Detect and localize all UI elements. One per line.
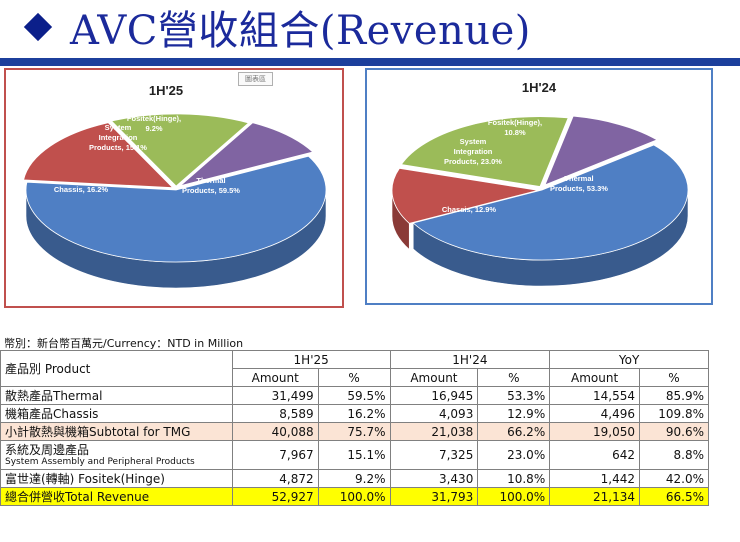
cell-percent: 90.6% [639,422,709,441]
revenue-table: 產品別 Product 1H'25 1H'24 YoY Amount % Amo… [0,350,709,506]
cell-amount: 1,442 [549,469,641,488]
cell-percent: 85.9% [639,386,709,405]
group-header-1h25: 1H'25 [231,350,391,369]
sub-header-percent: % [639,368,709,387]
cell-amount: 40,088 [231,422,319,441]
cell-percent: 23.0% [477,440,551,470]
cell-amount: 31,499 [231,386,319,405]
cell-percent: 100.0% [477,487,551,506]
cell-percent: 66.5% [639,487,709,506]
sub-header-percent: % [477,368,551,387]
pie-slice-system [110,113,250,187]
cell-percent: 12.9% [477,404,551,423]
cell-amount: 4,872 [231,469,319,488]
pie-slice-chassis [391,167,539,224]
chart-panel-1h25: 1H'25 Thermal Products, 59.5% Chassis, 16.2… [4,68,344,308]
row-label: 系統及周邊產品 [5,442,90,457]
cell-amount: 7,325 [389,440,479,470]
row-label: 散熱產品Thermal [0,386,233,405]
pie-slice-chassis [23,122,174,189]
table-row-thermal: 散熱產品Thermal 31,499 59.5% 16,945 53.3% 14… [0,386,709,405]
pie-label-system: System Integration Products, 23.0% [444,137,502,166]
cell-percent: 109.8% [639,404,709,423]
cell-amount: 21,134 [549,487,641,506]
sub-header-amount: Amount [389,368,479,387]
cell-amount: 31,793 [389,487,479,506]
page-title: AVC營收組合(Revenue) [70,8,531,54]
diamond-bullet-icon [23,12,53,42]
cell-percent: 100.0% [317,487,391,506]
pie-label-system: System Integration Products, 15.1% [89,123,147,152]
cell-amount: 642 [549,440,641,470]
row-label: 富世達(轉軸) Fositek(Hinge) [0,469,233,488]
cell-percent: 59.5% [317,386,391,405]
sub-header-percent: % [317,368,391,387]
cell-amount: 19,050 [549,422,641,441]
product-header: 產品別 Product [0,350,233,387]
pie-label-fositek: Fositek(Hinge), 9.2% [127,114,181,133]
pie-label-chassis: Chassis, 16.2% [54,185,109,194]
row-sub-label: System Assembly and Peripheral Products [5,456,195,467]
table-header-row-groups: 產品別 Product 1H'25 1H'24 YoY [0,350,709,387]
pie-label-thermal: Thermal Products, 53.3% [550,174,608,193]
pie-chart-1h24: 1H'24 Thermal Products, 53.3% Chassis, 12.9… [391,80,689,287]
chart-panel-1h24: 1H'24 Thermal Products, 53.3% Chassis, 12.9… [365,68,713,305]
pie-slice-thermal [412,144,689,261]
cell-percent: 16.2% [317,404,391,423]
sub-header-amount: Amount [231,368,319,387]
cell-amount: 3,430 [389,469,479,488]
cell-amount: 21,038 [389,422,479,441]
pie-slice-system [400,116,569,187]
cell-amount: 52,927 [231,487,319,506]
chart-title: 1H'25 [149,83,183,98]
cell-amount: 8,589 [231,404,319,423]
chart-title: 1H'24 [522,80,557,95]
cell-amount: 4,496 [549,404,641,423]
chart-area-stamp: 圖表區 [238,72,273,86]
group-header-1h24: 1H'24 [389,350,551,369]
cell-percent: 8.8% [639,440,709,470]
table-row-system: 系統及周邊產品 System Assembly and Peripheral P… [0,440,709,470]
pie-label-chassis: Chassis, 12.9% [442,205,497,214]
row-label: 機箱產品Chassis [0,404,233,423]
pie-label-fositek: Fositek(Hinge), 10.8% [488,118,542,137]
table-row-fositek: 富世達(轉軸) Fositek(Hinge) 4,872 9.2% 3,430 … [0,469,709,488]
cell-percent: 42.0% [639,469,709,488]
page-title-area: AVC營收組合(Revenue) [8,2,531,54]
pie-slice-fositek [180,122,314,187]
title-underline-bar [0,58,740,66]
pie-label-thermal: Thermal Products, 59.5% [182,176,240,195]
table-row-total-revenue: 總合併營收Total Revenue 52,927 100.0% 31,793 … [0,487,709,506]
cell-percent: 15.1% [317,440,391,470]
cell-percent: 9.2% [317,469,391,488]
cell-percent: 10.8% [477,469,551,488]
sub-header-amount: Amount [549,368,641,387]
currency-note: 幣別：新台幣百萬元/Currency：NTD in Million [4,337,244,350]
table-row-subtotal-tmg: 小計散熱與機箱Subtotal for TMG 40,088 75.7% 21,… [0,422,709,441]
row-label: 總合併營收Total Revenue [0,487,233,506]
cell-percent: 53.3% [477,386,551,405]
group-header-yoy: YoY [549,350,709,369]
row-label-two-line: 系統及周邊產品 System Assembly and Peripheral P… [0,440,233,470]
pie-slice-fositek [544,115,658,186]
cell-percent: 66.2% [477,422,551,441]
cell-amount: 7,967 [231,440,319,470]
table-header-row-sub: Amount % Amount % Amount % [1,368,709,387]
cell-amount: 4,093 [389,404,479,423]
pie-chart-1h25: 1H'25 Thermal Products, 59.5% Chassis, 16.2… [23,83,327,289]
cell-amount: 16,945 [389,386,479,405]
cell-amount: 14,554 [549,386,641,405]
table-row-chassis: 機箱產品Chassis 8,589 16.2% 4,093 12.9% 4,49… [0,404,709,423]
cell-percent: 75.7% [317,422,391,441]
row-label: 小計散熱與機箱Subtotal for TMG [0,422,233,441]
pie-slice-thermal [25,155,327,263]
